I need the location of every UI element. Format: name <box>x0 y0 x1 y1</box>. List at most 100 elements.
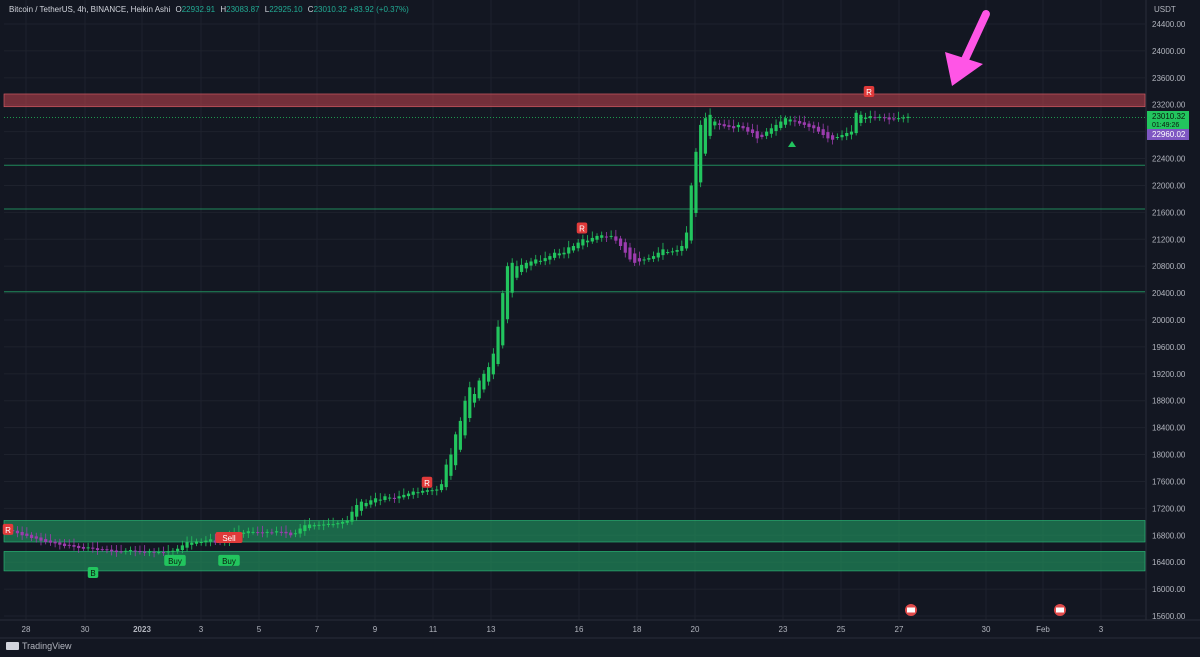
candle-body <box>176 548 180 552</box>
candle-body <box>317 524 321 526</box>
candle-body <box>609 235 613 237</box>
candle-body <box>524 262 528 269</box>
candle-body <box>802 122 806 125</box>
candle-body <box>717 123 722 125</box>
candle-body <box>133 550 137 552</box>
price-tick-label: 17600.00 <box>1152 477 1186 486</box>
candle-body <box>194 541 199 544</box>
price-tick-label: 24400.00 <box>1152 20 1186 29</box>
candle-body <box>449 454 453 476</box>
candle-body <box>699 124 703 183</box>
signal-label: R <box>579 225 585 234</box>
time-tick-label: 11 <box>429 625 438 634</box>
candle-body <box>826 132 830 139</box>
last-price-bg <box>1147 111 1189 129</box>
candle-body <box>369 500 373 505</box>
close-value: 23010.32 <box>313 5 347 14</box>
candle-body <box>345 520 349 523</box>
candle-body <box>416 492 420 494</box>
candle-body <box>845 132 849 137</box>
sell-signal[interactable]: R <box>421 476 433 488</box>
high-value: 23083.87 <box>226 5 260 14</box>
candle-body <box>680 246 684 251</box>
candle-body <box>793 120 797 122</box>
candle-body <box>72 545 76 547</box>
time-tick-label: 5 <box>257 625 262 634</box>
candle-body <box>647 258 651 260</box>
sell-signal[interactable]: R <box>576 222 588 234</box>
sell-signal[interactable]: R <box>863 85 875 97</box>
candle-body <box>388 497 392 499</box>
candle-body <box>81 546 85 549</box>
candle-body <box>812 125 816 129</box>
event-flag-icon[interactable] <box>905 604 917 616</box>
candle-body <box>454 434 458 466</box>
candle-body <box>713 121 717 126</box>
price-tick-label: 20800.00 <box>1152 262 1186 271</box>
time-tick-label: 23 <box>779 625 788 634</box>
candle-body <box>406 493 411 497</box>
buy-signal[interactable]: Buy <box>218 554 240 566</box>
secondary-price-bg <box>1147 129 1189 140</box>
sell-signal[interactable]: R <box>2 523 14 535</box>
low-value: 22925.10 <box>269 5 303 14</box>
signal-badge <box>2 523 14 535</box>
candle-body <box>628 247 632 260</box>
candle-body <box>538 260 543 262</box>
candle-body <box>147 551 151 553</box>
candle-body <box>458 420 462 450</box>
candle-body <box>421 490 425 493</box>
price-tick-label: 16400.00 <box>1152 558 1186 567</box>
signal-badge <box>215 531 243 543</box>
candle-body <box>312 525 316 527</box>
candle-body <box>39 537 43 541</box>
tradingview-logo[interactable]: TradingView <box>6 641 72 651</box>
event-flag-icon[interactable] <box>1054 604 1066 616</box>
secondary-price-value: 22960.02 <box>1152 130 1186 139</box>
candle-body <box>105 549 109 551</box>
buy-signal[interactable]: Buy <box>164 554 186 566</box>
candle-body <box>378 499 382 501</box>
candle-body <box>48 540 53 543</box>
candle-body <box>623 242 627 253</box>
tradingview-icon <box>6 642 19 650</box>
candle-body <box>298 528 302 534</box>
buy-signal[interactable]: B <box>87 566 99 578</box>
candle-body <box>779 121 783 128</box>
candle-body <box>656 252 660 258</box>
candle-body <box>251 531 255 533</box>
candle-body <box>246 531 250 534</box>
candle-body <box>590 237 594 242</box>
event-flag-inner <box>907 607 915 613</box>
candle-body <box>595 235 599 240</box>
time-axis[interactable]: 28 30 2023 3 5 7 9 11 13 16 18 20 23 25 27 30 Feb 3 <box>0 619 1200 634</box>
price-axis[interactable]: 15600.00 16000.00 16400.00 16800.00 17200.00… <box>1145 0 1200 621</box>
candle-body <box>444 464 448 488</box>
candle-body <box>732 126 736 129</box>
candle-body <box>34 536 38 539</box>
candle-body <box>185 542 189 548</box>
candle-body <box>633 253 637 263</box>
candle-body <box>180 545 184 551</box>
signal-label: R <box>5 526 11 535</box>
candle-body <box>213 540 217 543</box>
candle-body <box>520 264 524 272</box>
time-tick-label: Feb <box>1036 625 1050 634</box>
candle-body <box>906 116 910 118</box>
price-tick-label: 19200.00 <box>1152 370 1186 379</box>
candle-body <box>256 532 260 534</box>
candle-body <box>515 266 519 278</box>
candle-body <box>703 118 707 154</box>
price-tick-label: 19600.00 <box>1152 343 1186 352</box>
candle-body <box>95 548 100 551</box>
signal-badge <box>576 222 588 234</box>
candle-body <box>468 387 472 419</box>
candle-body <box>350 511 354 522</box>
candle-body <box>562 252 566 255</box>
candle-body <box>887 117 891 120</box>
candle-body <box>840 135 844 138</box>
candle-body <box>161 552 166 554</box>
sell-signal[interactable]: Sell <box>215 531 243 543</box>
time-tick-label: 20 <box>691 625 700 634</box>
